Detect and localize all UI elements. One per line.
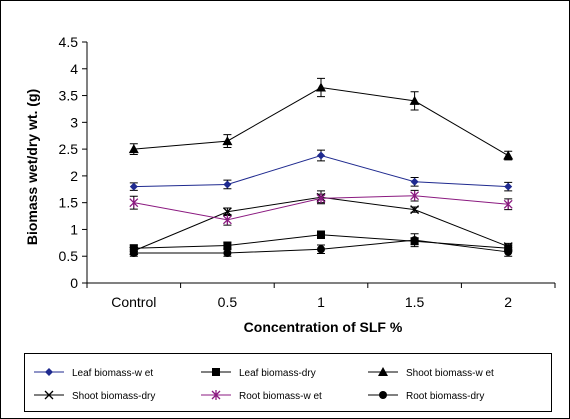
x-tick-label: 1 <box>317 294 325 310</box>
data-point <box>222 136 233 146</box>
data-point <box>316 82 326 92</box>
data-point <box>129 182 138 191</box>
data-point <box>223 180 232 189</box>
data-point <box>410 236 419 245</box>
data-point <box>503 199 513 210</box>
data-point <box>223 249 232 258</box>
legend-marker <box>212 368 220 376</box>
x-tick-label: Control <box>111 294 156 310</box>
data-point <box>504 182 513 191</box>
y-tick-label: 0 <box>70 275 78 291</box>
legend: Leaf biomass-w et Leaf biomass-dry Shoot b… <box>34 367 494 402</box>
y-tick-label: 4 <box>70 61 78 77</box>
legend-label: Shoot biomass-dry <box>72 391 155 402</box>
legend-marker <box>211 390 221 400</box>
legend-marker <box>45 368 53 376</box>
series-6 <box>129 233 513 258</box>
data-point <box>222 214 232 225</box>
data-point <box>409 95 420 105</box>
data-point <box>504 247 513 256</box>
data-point <box>317 245 325 254</box>
x-tick-label: 2 <box>504 294 512 310</box>
y-tick-label: 2.5 <box>59 141 79 157</box>
data-point <box>503 150 514 160</box>
legend-box <box>24 353 552 412</box>
legend-entry: Root biomass-dry <box>368 391 484 402</box>
y-tick-label: 2 <box>70 168 78 184</box>
x-tick-label: 0.5 <box>218 294 238 310</box>
x-tick-label: 1.5 <box>405 294 425 310</box>
data-point <box>129 249 138 258</box>
data-point <box>410 205 420 215</box>
legend-entry: Shoot biomass-w et <box>368 367 494 379</box>
legend-label: Root biomass-w et <box>239 391 322 402</box>
legend-label: Root biomass-dry <box>406 391 484 402</box>
y-tick-label: 4.5 <box>59 34 79 50</box>
series-3 <box>128 77 514 161</box>
series-1 <box>129 149 513 192</box>
data-point <box>410 190 420 201</box>
legend-marker <box>378 367 388 376</box>
x-axis-title: Concentration of SLF % <box>244 319 403 335</box>
plot-area: 0 0.5 1 1.5 2 2.5 3 3.5 4 4.5 Control 0.5 1 1.5 2 <box>59 34 556 310</box>
legend-entry: Root biomass-w et <box>201 390 322 402</box>
legend-entry: Leaf biomass-w et <box>34 368 153 379</box>
y-tick-label: 1.5 <box>59 195 79 211</box>
data-point <box>223 241 232 250</box>
data-point <box>410 177 419 186</box>
legend-label: Leaf biomass-dry <box>239 368 316 379</box>
legend-entry: Shoot biomass-dry <box>34 390 155 402</box>
legend-marker <box>379 391 387 399</box>
data-point <box>316 193 326 204</box>
legend-label: Leaf biomass-w et <box>72 368 153 379</box>
data-point <box>317 151 325 160</box>
data-point <box>129 197 139 208</box>
legend-entry: Leaf biomass-dry <box>201 368 316 379</box>
y-tick-label: 3.5 <box>59 88 79 104</box>
y-tick-label: 3 <box>70 114 78 130</box>
y-axis-title: Biomass wet/dry wt. (g) <box>24 89 40 245</box>
series-5 <box>129 189 513 226</box>
y-tick-label: 0.5 <box>59 248 79 264</box>
y-tick-label: 1 <box>70 221 78 237</box>
legend-label: Shoot biomass-w et <box>406 368 494 379</box>
legend-marker <box>44 390 54 400</box>
data-point <box>128 144 139 154</box>
data-point <box>317 230 325 239</box>
